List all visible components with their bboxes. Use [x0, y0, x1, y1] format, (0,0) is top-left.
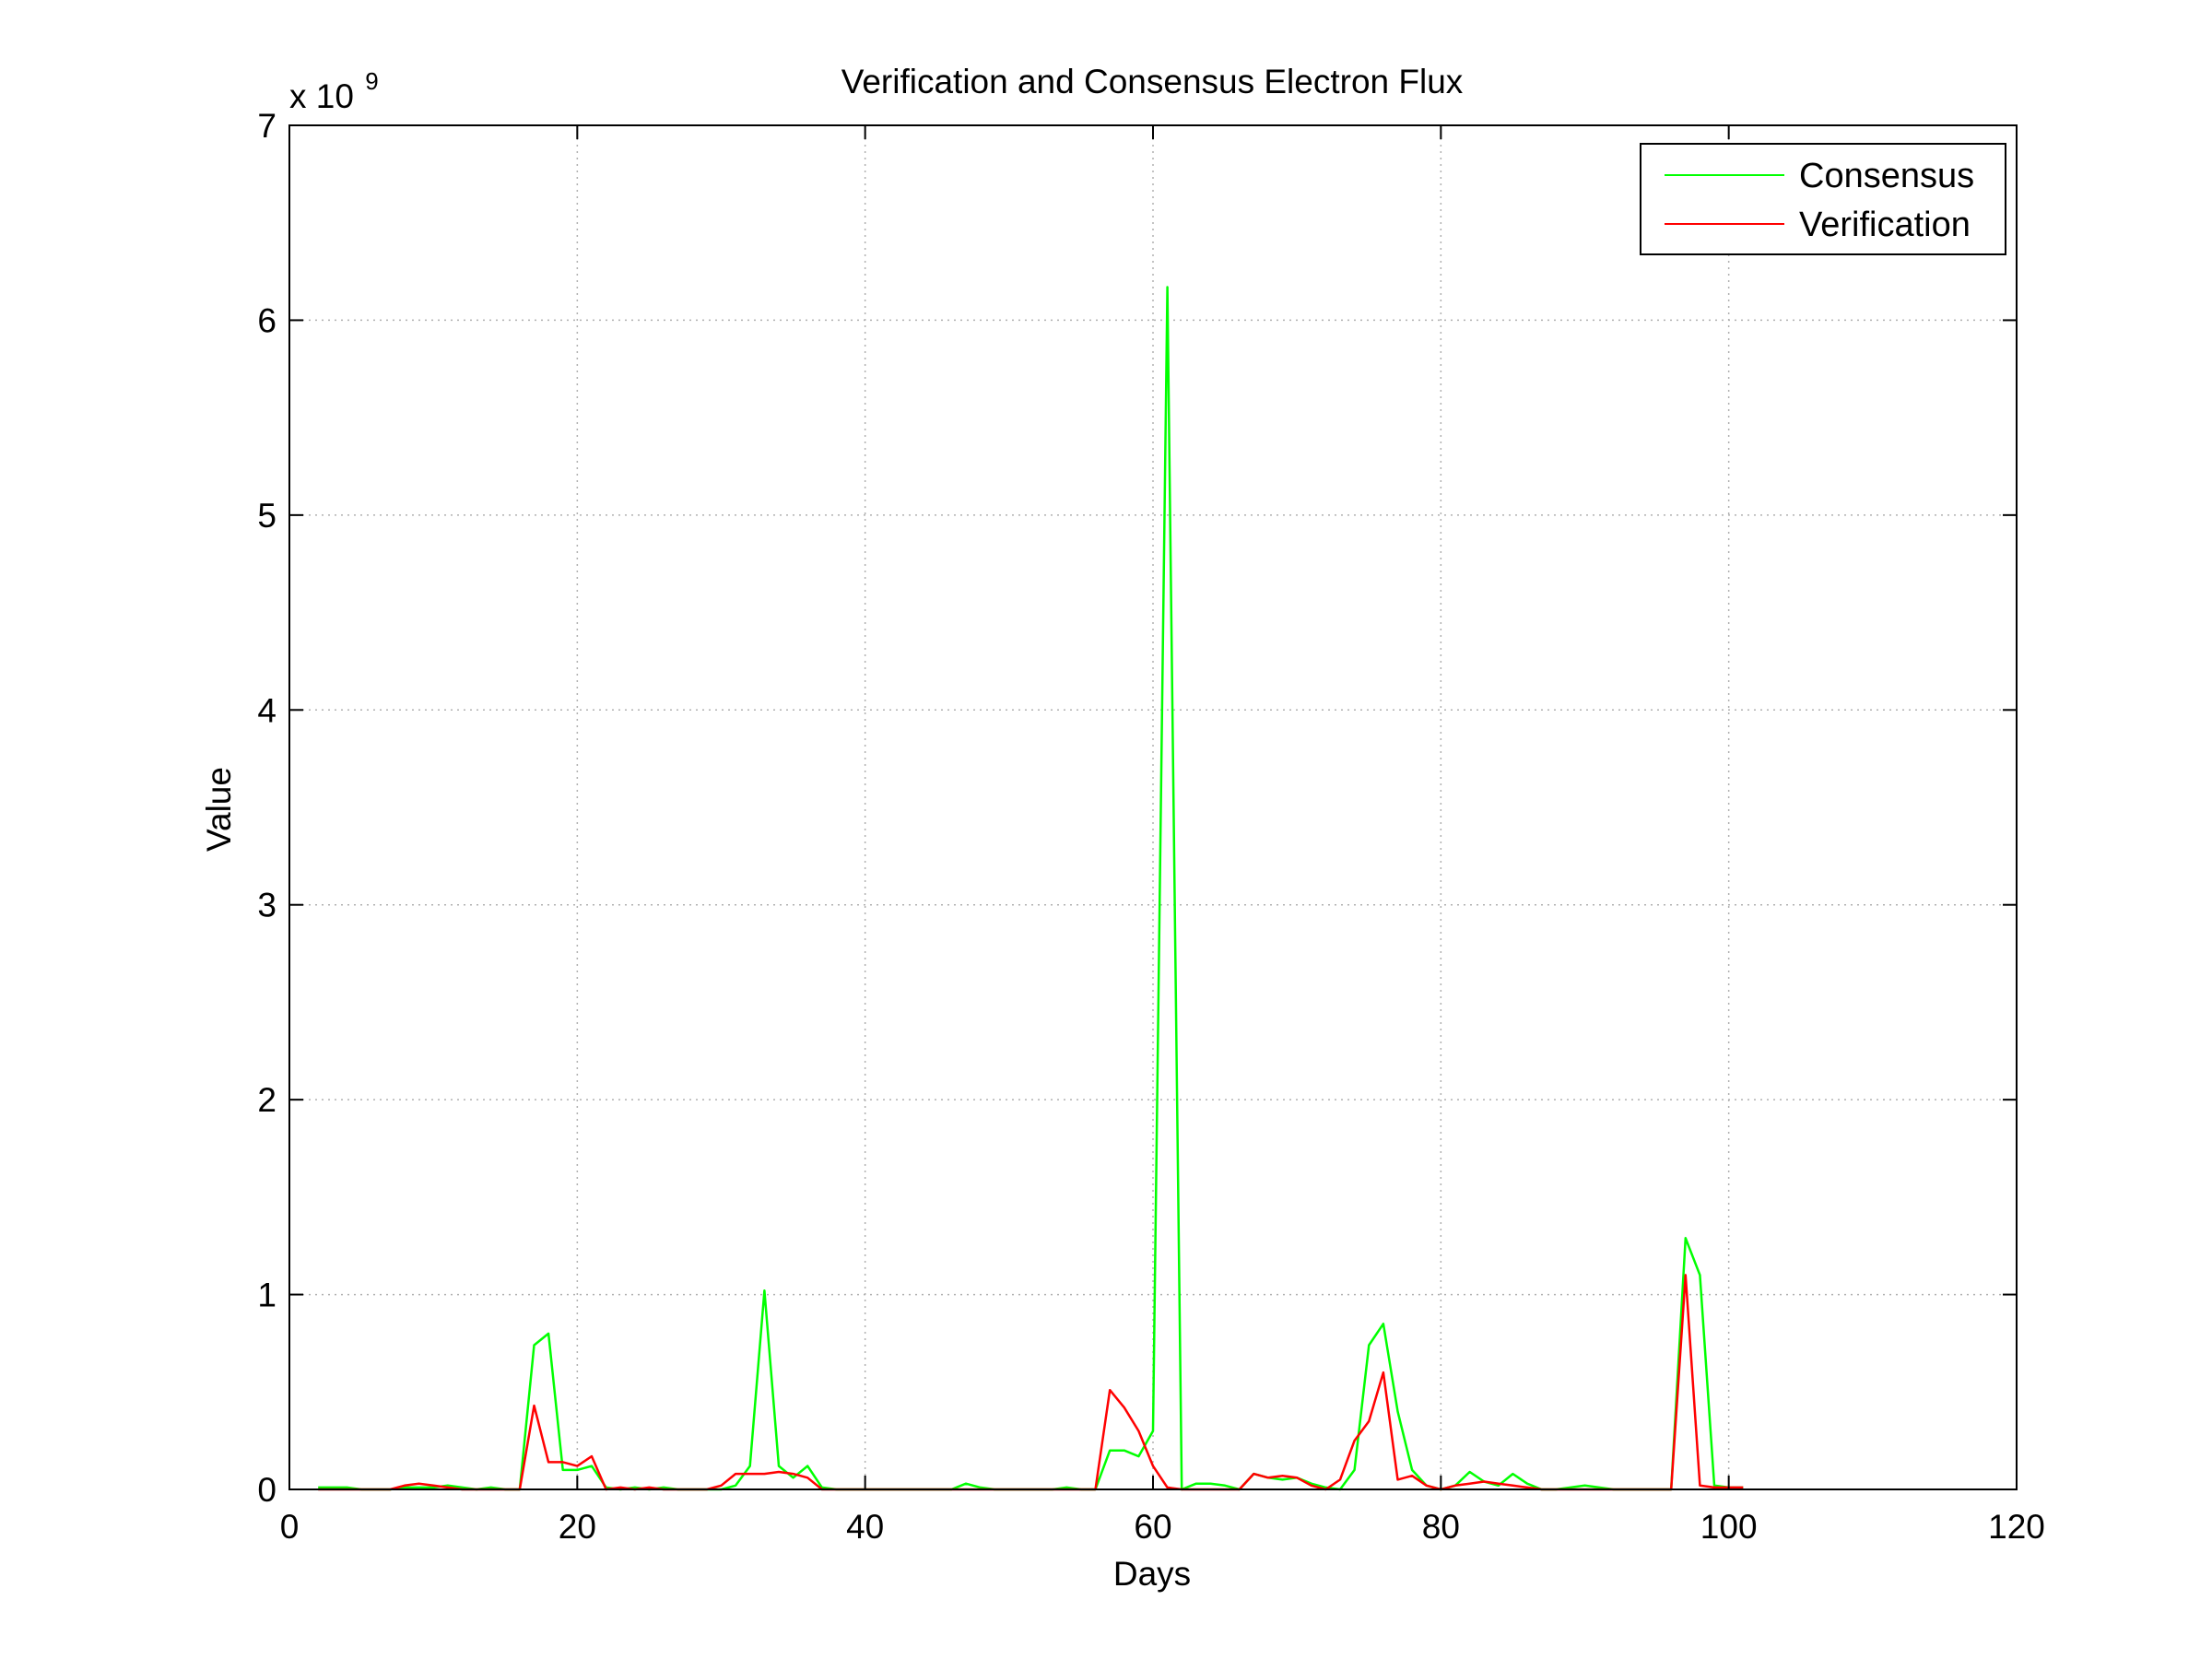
y-tick-label: 0 [257, 1471, 276, 1509]
y-tick-label: 4 [257, 691, 276, 729]
axis-ticks [288, 124, 2018, 1490]
y-axis-multiplier-base: x 10 [289, 77, 354, 115]
x-tick-label: 80 [1422, 1508, 1460, 1546]
y-tick-label: 3 [257, 887, 276, 924]
x-tick-label: 40 [846, 1508, 884, 1546]
x-tick-label: 100 [1700, 1508, 1758, 1546]
x-axis-label: Days [1113, 1555, 1191, 1593]
y-tick-label: 2 [257, 1081, 276, 1119]
grid-lines [289, 125, 2017, 1489]
y-tick-label: 6 [257, 301, 276, 339]
y-axis-label: Value [200, 767, 238, 852]
legend-box [1640, 143, 2006, 255]
x-tick-label: 60 [1134, 1508, 1171, 1546]
y-axis-multiplier: x 10 9 [289, 67, 379, 115]
chart-title: Verification and Consensus Electron Flux [841, 63, 1464, 100]
y-tick-label: 1 [257, 1277, 276, 1314]
x-tick-label: 20 [559, 1508, 596, 1546]
legend-label-verification: Verification [1799, 206, 1971, 244]
x-tick-label: 120 [1988, 1508, 2045, 1546]
legend-label-consensus: Consensus [1799, 157, 1974, 195]
y-axis-multiplier-exponent: 9 [365, 67, 378, 95]
tick-labels: 0 20 40 60 80 100 120 0 1 2 3 4 5 6 7 [257, 107, 2044, 1546]
y-tick-label: 5 [257, 497, 276, 535]
legend: Consensus Verification [1640, 143, 2006, 255]
x-tick-label: 0 [280, 1508, 300, 1546]
y-tick-label: 7 [257, 107, 276, 145]
